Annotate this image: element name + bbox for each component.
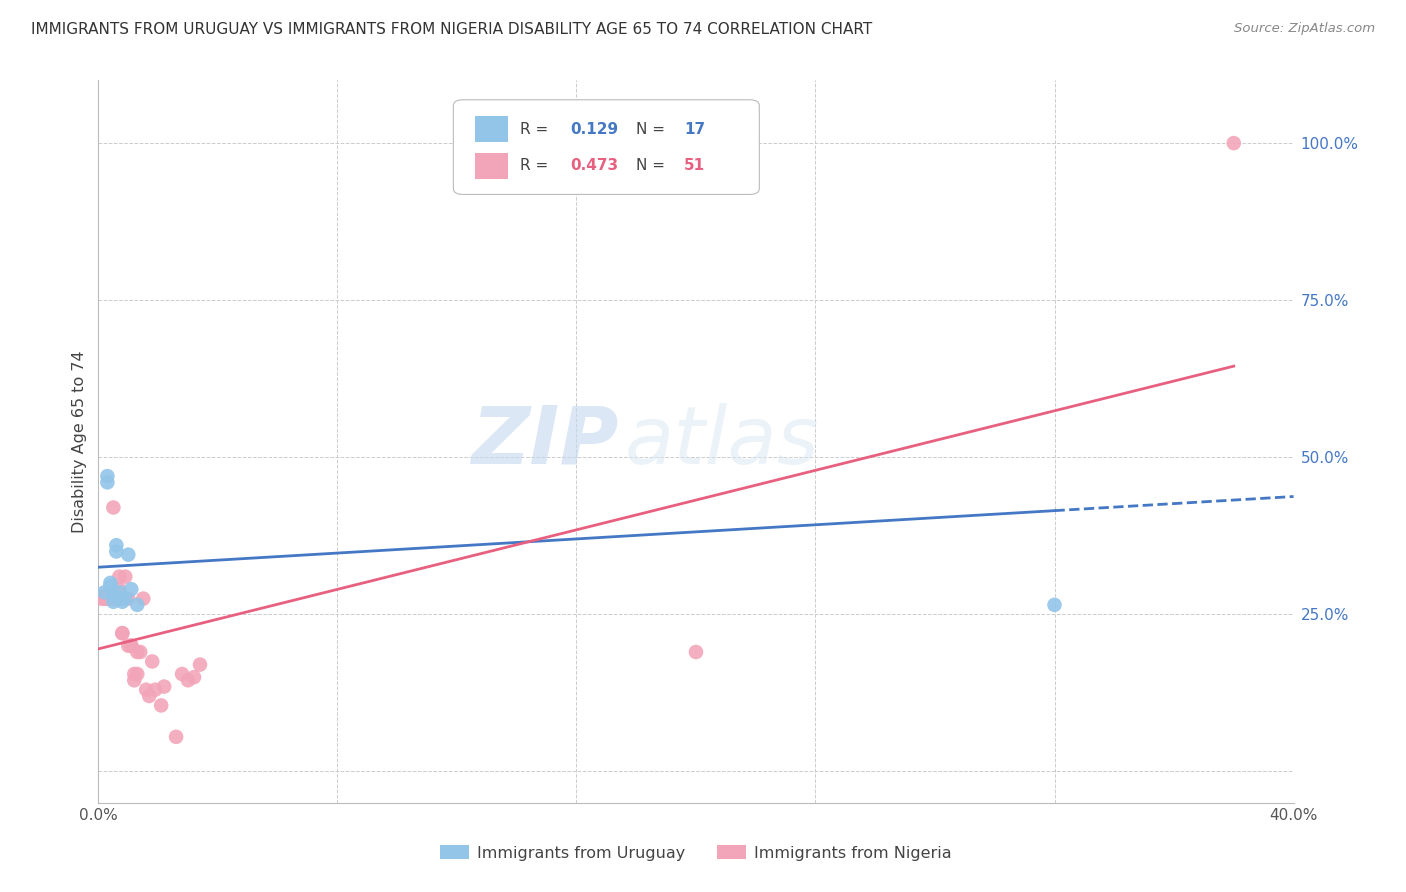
Text: ZIP: ZIP <box>471 402 619 481</box>
Y-axis label: Disability Age 65 to 74: Disability Age 65 to 74 <box>72 351 87 533</box>
Point <box>93 585 115 599</box>
Point <box>98 591 122 606</box>
Point <box>111 595 134 609</box>
Text: R =: R = <box>520 122 554 136</box>
Point <box>120 639 142 653</box>
Point <box>117 548 139 562</box>
Point <box>108 591 131 606</box>
Point <box>150 698 173 713</box>
Point <box>108 582 131 597</box>
Point <box>143 682 166 697</box>
FancyBboxPatch shape <box>453 100 759 194</box>
Point <box>98 591 122 606</box>
Point <box>127 598 149 612</box>
Point <box>105 591 128 606</box>
Point <box>111 626 134 640</box>
Point <box>188 657 211 672</box>
Point <box>138 689 160 703</box>
Point <box>114 591 136 606</box>
Point <box>108 591 131 606</box>
Point <box>127 667 149 681</box>
Point <box>103 500 125 515</box>
Point <box>108 569 131 583</box>
Point <box>93 589 115 603</box>
Point <box>165 730 187 744</box>
Point <box>98 579 122 593</box>
Text: 0.473: 0.473 <box>571 158 619 173</box>
Point <box>132 591 155 606</box>
Text: IMMIGRANTS FROM URUGUAY VS IMMIGRANTS FROM NIGERIA DISABILITY AGE 65 TO 74 CORRE: IMMIGRANTS FROM URUGUAY VS IMMIGRANTS FR… <box>31 22 872 37</box>
Text: 17: 17 <box>685 122 706 136</box>
Point <box>124 673 146 688</box>
Point <box>90 591 112 606</box>
Text: N =: N = <box>636 158 671 173</box>
Text: 51: 51 <box>685 158 706 173</box>
Bar <box>475 117 509 143</box>
Point <box>177 673 200 688</box>
Point <box>120 582 142 597</box>
Point <box>111 626 134 640</box>
Point <box>103 591 125 606</box>
Point <box>135 682 157 697</box>
Point <box>105 544 128 558</box>
Point <box>114 591 136 606</box>
Point <box>96 469 118 483</box>
Point <box>96 591 118 606</box>
Point <box>105 591 128 606</box>
Point <box>108 591 131 606</box>
Point <box>105 538 128 552</box>
Point <box>114 591 136 606</box>
Point <box>124 667 146 681</box>
Point <box>183 670 205 684</box>
Point <box>103 589 125 603</box>
Text: Source: ZipAtlas.com: Source: ZipAtlas.com <box>1234 22 1375 36</box>
Text: 0.129: 0.129 <box>571 122 619 136</box>
Point <box>108 589 131 603</box>
Point <box>103 595 125 609</box>
Text: N =: N = <box>636 122 671 136</box>
Point <box>1223 136 1246 150</box>
Point <box>103 589 125 603</box>
Point <box>96 589 118 603</box>
Point <box>93 591 115 606</box>
Point <box>117 639 139 653</box>
Point <box>98 575 122 590</box>
Point <box>120 639 142 653</box>
Point <box>96 591 118 606</box>
Point <box>93 591 115 606</box>
Point <box>127 645 149 659</box>
Point <box>172 667 194 681</box>
Point <box>98 591 122 606</box>
Point <box>108 585 131 599</box>
Text: R =: R = <box>520 158 554 173</box>
Point <box>96 475 118 490</box>
Point <box>103 591 125 606</box>
Point <box>153 680 176 694</box>
Point <box>129 645 152 659</box>
Point <box>685 645 707 659</box>
Bar <box>475 153 509 178</box>
Point <box>111 591 134 606</box>
Point <box>114 569 136 583</box>
Legend: Immigrants from Uruguay, Immigrants from Nigeria: Immigrants from Uruguay, Immigrants from… <box>434 838 957 867</box>
Point <box>1043 598 1066 612</box>
Point <box>117 591 139 606</box>
Point <box>141 655 163 669</box>
Point <box>105 591 128 606</box>
Text: atlas: atlas <box>624 402 820 481</box>
